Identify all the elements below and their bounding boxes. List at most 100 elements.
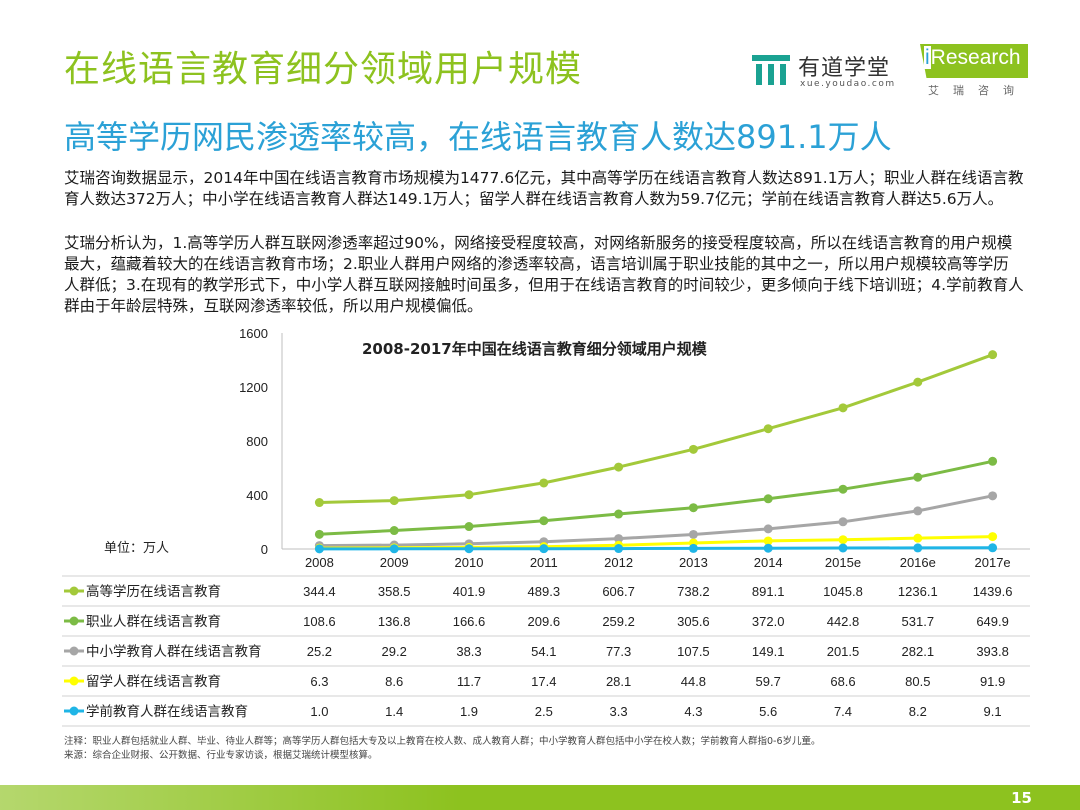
data-point xyxy=(913,506,923,516)
youdao-logo-icon xyxy=(752,55,790,85)
x-tick-label: 2014 xyxy=(754,555,783,570)
data-point xyxy=(389,526,399,536)
legend-label: 职业人群在线语言教育 xyxy=(86,614,221,630)
table-value: 91.9 xyxy=(980,674,1005,689)
data-point xyxy=(314,529,324,539)
data-point xyxy=(539,516,549,526)
x-tick-label: 2008 xyxy=(305,555,334,570)
table-value: 738.2 xyxy=(677,584,710,599)
chart-title: 2008-2017年中国在线语言教育细分领域用户规模 xyxy=(362,340,707,358)
x-tick-label: 2010 xyxy=(455,555,484,570)
analysis-paragraph-2: 艾瑞分析认为，1.高等学历人群互联网渗透率超过90%，网络接受程度较高，对网络新… xyxy=(64,234,1024,315)
legend-label: 中小学教育人群在线语言教育 xyxy=(86,644,262,660)
table-value: 149.1 xyxy=(752,644,785,659)
analysis-paragraph-1: 艾瑞咨询数据显示，2014年中国在线语言教育市场规模为1477.6亿元，其中高等… xyxy=(64,169,1024,208)
footnote-source: 来源：综合企业财报、公开数据、行业专家访谈，根据艾瑞统计模型核算。 xyxy=(64,750,378,761)
chart-unit-label: 单位：万人 xyxy=(104,541,170,556)
table-value: 282.1 xyxy=(902,644,935,659)
legend-label: 高等学历在线语言教育 xyxy=(86,583,221,600)
table-value: 1236.1 xyxy=(898,584,938,599)
data-point xyxy=(539,544,549,554)
x-tick-label: 2016e xyxy=(900,555,936,570)
legend-marker-icon xyxy=(69,676,79,686)
data-point xyxy=(389,496,399,506)
data-point xyxy=(688,543,698,553)
data-point xyxy=(988,491,998,501)
x-tick-label: 2017e xyxy=(975,555,1011,570)
page-title: 在线语言教育细分领域用户规模 xyxy=(64,49,583,90)
data-point xyxy=(838,543,848,553)
footnote-notes: 注释：职业人群包括就业人群、毕业、待业人群等；高等学历人群包括大专及以上教育在校… xyxy=(64,736,821,747)
data-point xyxy=(539,478,549,488)
series-line xyxy=(319,459,993,536)
table-value: 344.4 xyxy=(303,584,336,599)
data-point xyxy=(464,490,474,500)
data-point xyxy=(763,424,773,434)
table-value: 5.6 xyxy=(759,704,777,719)
table-value: 108.6 xyxy=(303,614,336,629)
page-subtitle: 高等学历网民渗透率较高，在线语言教育人数达891.1万人 xyxy=(64,118,892,156)
table-value: 1439.6 xyxy=(973,584,1013,599)
data-point xyxy=(614,509,624,519)
data-point xyxy=(614,462,624,472)
table-value: 891.1 xyxy=(752,584,785,599)
legend-label: 留学人群在线语言教育 xyxy=(86,674,221,690)
y-tick-label: 0 xyxy=(261,542,268,557)
data-point xyxy=(763,524,773,534)
table-value: 59.7 xyxy=(756,674,781,689)
table-value: 401.9 xyxy=(453,584,486,599)
table-value: 305.6 xyxy=(677,614,710,629)
table-value: 25.2 xyxy=(307,644,332,659)
data-point xyxy=(389,544,399,554)
data-point xyxy=(988,543,998,553)
data-point xyxy=(838,535,848,545)
data-point xyxy=(763,536,773,546)
table-value: 107.5 xyxy=(677,644,710,659)
legend-marker-icon xyxy=(69,616,79,626)
table-value: 3.3 xyxy=(610,704,628,719)
table-value: 358.5 xyxy=(378,584,411,599)
data-point xyxy=(988,532,998,542)
table-value: 17.4 xyxy=(531,674,556,689)
legend-label: 学前教育人群在线语言教育 xyxy=(86,703,248,720)
table-value: 259.2 xyxy=(602,614,635,629)
table-value: 606.7 xyxy=(602,584,635,599)
table-value: 372.0 xyxy=(752,614,785,629)
table-value: 54.1 xyxy=(531,644,556,659)
table-value: 9.1 xyxy=(984,704,1002,719)
x-tick-label: 2012 xyxy=(604,555,633,570)
table-value: 28.1 xyxy=(606,674,631,689)
youdao-logo-url: xue.youdao.com xyxy=(800,79,896,89)
data-point xyxy=(988,350,998,360)
iresearch-logo-i: i xyxy=(924,46,931,69)
x-tick-label: 2013 xyxy=(679,555,708,570)
series-line xyxy=(319,494,993,548)
table-value: 1.0 xyxy=(310,704,328,719)
table-value: 1.9 xyxy=(460,704,478,719)
table-value: 77.3 xyxy=(606,644,631,659)
data-point xyxy=(763,543,773,553)
data-point xyxy=(688,503,698,513)
data-point xyxy=(838,403,848,413)
data-point xyxy=(913,543,923,553)
data-point xyxy=(913,377,923,387)
data-point xyxy=(838,484,848,494)
table-value: 6.3 xyxy=(310,674,328,689)
data-point xyxy=(614,534,624,544)
data-point xyxy=(464,522,474,532)
table-value: 489.3 xyxy=(528,584,561,599)
table-value: 7.4 xyxy=(834,704,852,719)
legend-marker-icon xyxy=(69,706,79,716)
table-value: 393.8 xyxy=(976,644,1009,659)
table-value: 201.5 xyxy=(827,644,860,659)
table-value: 136.8 xyxy=(378,614,411,629)
user-scale-line-chart: 0 400 800 1200 1600 2008 2009 2010 2011 2012 2013 2… xyxy=(62,326,1030,727)
y-tick-label: 1600 xyxy=(239,326,268,341)
table-value: 4.3 xyxy=(684,704,702,719)
table-value: 649.9 xyxy=(976,614,1009,629)
data-point xyxy=(838,517,848,527)
table-value: 8.6 xyxy=(385,674,403,689)
y-tick-label: 800 xyxy=(246,434,268,449)
x-tick-label: 2011 xyxy=(530,555,558,570)
table-value: 38.3 xyxy=(456,644,481,659)
